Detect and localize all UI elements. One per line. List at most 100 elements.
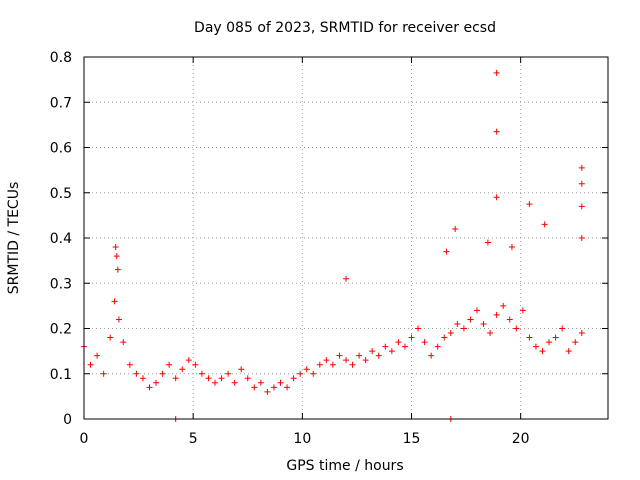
data-point — [349, 361, 356, 368]
data-point — [493, 194, 500, 201]
data-point — [115, 316, 122, 323]
data-point — [578, 330, 585, 337]
data-point — [452, 225, 459, 232]
data-point — [443, 248, 450, 255]
data-point — [316, 361, 323, 368]
data-point — [198, 370, 205, 377]
data-point — [225, 370, 232, 377]
data-point — [310, 370, 317, 377]
data-point — [480, 320, 487, 327]
data-point — [388, 348, 395, 355]
data-point — [484, 239, 491, 246]
data-point — [114, 266, 121, 273]
data-point — [94, 352, 101, 359]
grid-lines — [84, 57, 608, 419]
data-point — [284, 384, 291, 391]
x-axis: 0 5 10 15 20 — [80, 57, 530, 447]
y-tick-label: 0.5 — [50, 186, 72, 202]
data-point — [212, 379, 218, 386]
data-point — [401, 343, 408, 350]
data-point — [382, 343, 389, 350]
data-point — [192, 361, 199, 368]
data-point — [572, 339, 579, 346]
data-point — [578, 203, 585, 210]
data-point — [578, 164, 585, 171]
data-point — [257, 379, 264, 386]
data-point — [179, 366, 186, 373]
data-point — [343, 357, 349, 364]
data-point — [329, 361, 336, 368]
data-point — [434, 343, 441, 350]
data-point — [111, 298, 118, 305]
data-point — [559, 325, 566, 332]
data-point — [493, 69, 500, 76]
data-point — [565, 348, 572, 355]
data-point — [112, 244, 119, 251]
data-point — [120, 339, 127, 346]
data-point — [218, 375, 225, 382]
data-points — [81, 69, 585, 422]
data-point — [578, 180, 585, 187]
data-point — [100, 370, 107, 377]
data-point — [408, 334, 415, 341]
data-point — [493, 128, 500, 135]
x-tick-label: 15 — [403, 431, 421, 447]
plot-frame — [83, 56, 609, 420]
x-axis-label: GPS time / hours — [286, 458, 403, 474]
data-point — [172, 375, 179, 382]
data-point — [113, 253, 120, 260]
data-point — [526, 334, 533, 341]
y-tick-label: 0.2 — [50, 322, 72, 338]
data-point — [303, 366, 310, 373]
x-tick-label: 20 — [512, 431, 530, 447]
data-point — [159, 370, 166, 377]
data-point — [166, 361, 173, 368]
y-tick-label: 0.7 — [50, 95, 72, 111]
data-point — [126, 361, 133, 368]
data-point — [539, 348, 546, 355]
y-axis-label: SRMTID / TECUs — [6, 182, 22, 295]
data-point — [532, 343, 539, 350]
data-point — [238, 366, 245, 373]
data-point — [231, 379, 238, 386]
data-point — [139, 375, 146, 382]
data-point — [362, 357, 369, 364]
data-point — [251, 384, 258, 391]
y-tick-label: 0.3 — [50, 276, 72, 292]
data-point — [447, 330, 454, 337]
x-tick-label: 0 — [80, 431, 89, 447]
y-tick-label: 0.6 — [50, 141, 72, 157]
y-axis: 0 0.1 0.2 0.3 0.4 0.5 0.6 0.7 0.8 — [50, 50, 608, 428]
data-point — [146, 384, 153, 391]
data-point — [546, 339, 553, 346]
data-point — [185, 357, 192, 364]
data-point — [369, 348, 376, 355]
data-point — [526, 201, 533, 208]
data-point — [487, 330, 494, 337]
data-point — [395, 339, 402, 346]
data-point — [500, 302, 507, 309]
data-point — [270, 384, 277, 391]
data-point — [264, 388, 271, 395]
data-point — [428, 352, 435, 359]
data-point — [519, 307, 526, 314]
y-tick-label: 0.8 — [50, 50, 72, 66]
data-point — [133, 370, 140, 377]
data-point — [467, 316, 474, 323]
data-point — [541, 221, 548, 228]
x-tick-label: 10 — [293, 431, 311, 447]
data-point — [493, 311, 500, 318]
data-point — [297, 370, 304, 377]
data-point — [153, 379, 160, 386]
data-point — [460, 325, 467, 332]
data-point — [205, 375, 212, 382]
x-tick-label: 5 — [189, 431, 198, 447]
data-point — [277, 379, 284, 386]
data-point — [323, 357, 330, 364]
data-point — [244, 375, 251, 382]
chart-title: Day 085 of 2023, SRMTID for receiver ecs… — [194, 20, 496, 36]
data-point — [415, 325, 422, 332]
data-point — [290, 375, 297, 382]
data-point — [513, 325, 520, 332]
data-point — [578, 235, 585, 241]
